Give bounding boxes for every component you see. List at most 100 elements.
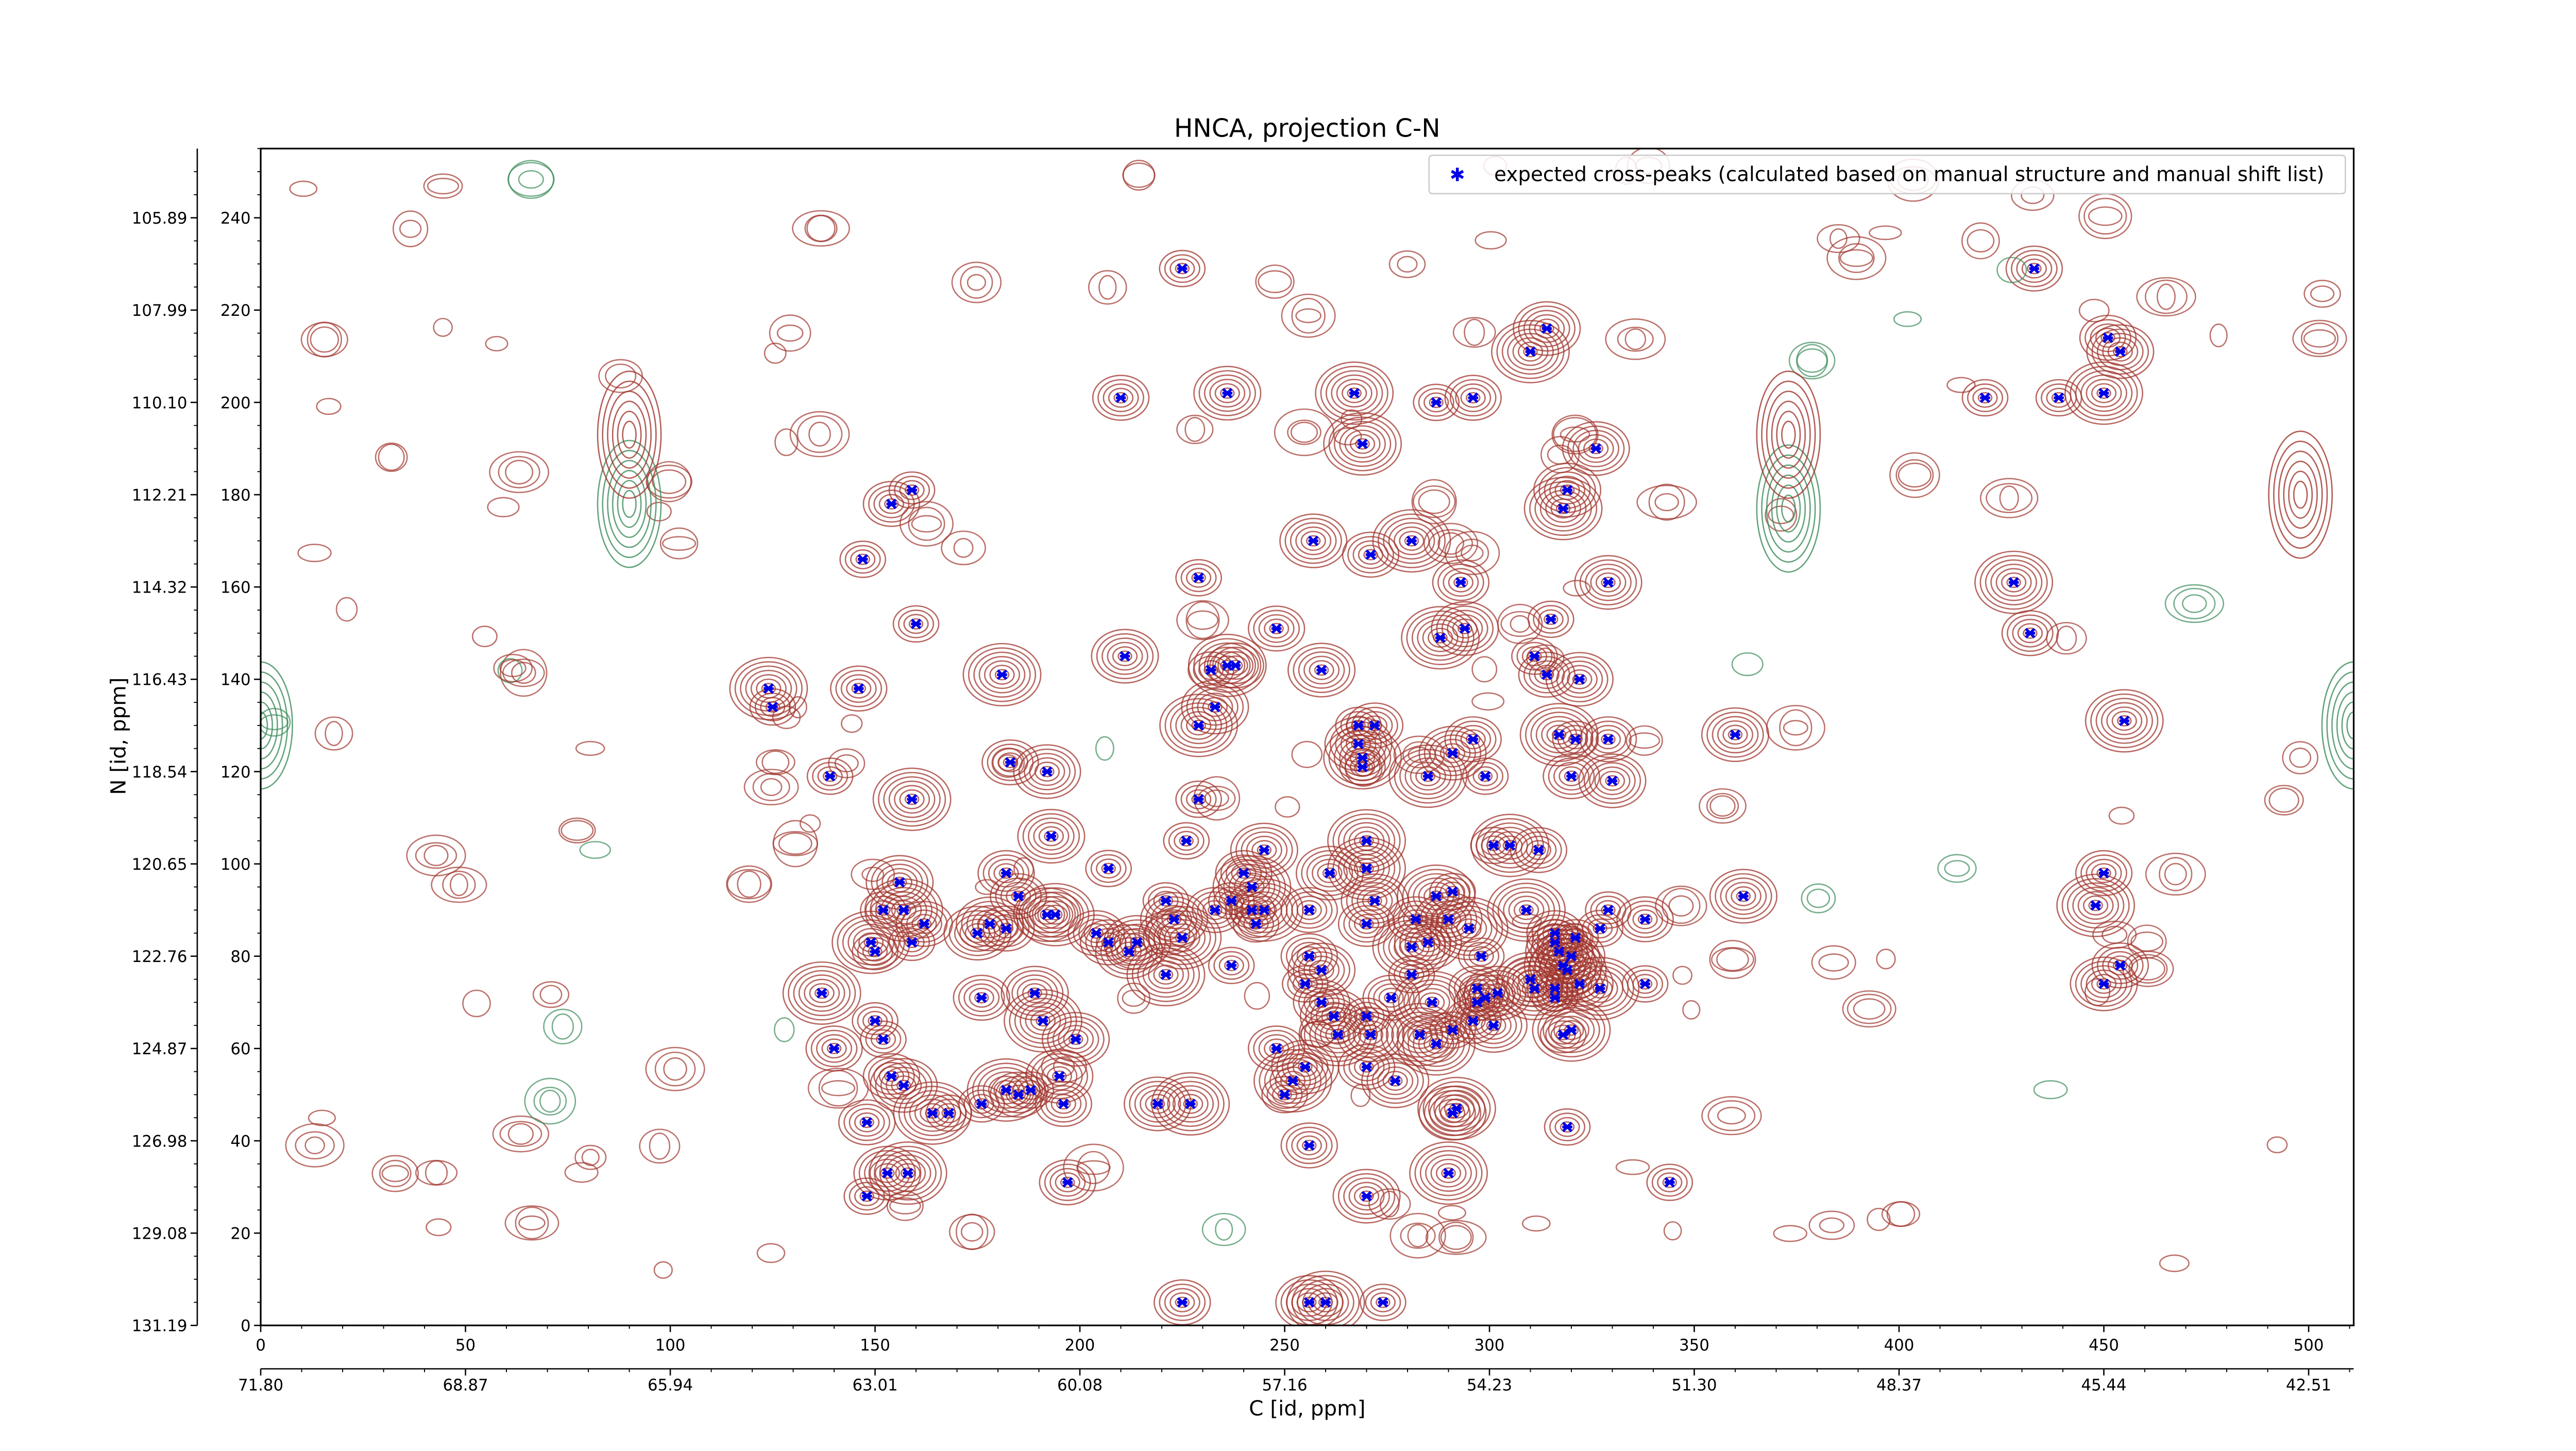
peak-contour [1370, 1292, 1396, 1312]
cross-peak-marker [1406, 941, 1417, 953]
noise-contour [1706, 792, 1739, 819]
peak-contour [1030, 1010, 1056, 1031]
cross-peak-marker [1353, 720, 1364, 731]
noise-contour [941, 530, 986, 565]
cross-peak-marker [1152, 1099, 1163, 1109]
noise-contour [1258, 270, 1292, 293]
cross-peak-marker [1185, 1099, 1196, 1109]
peak-contour [990, 1071, 1047, 1118]
cross-peak-marker [1447, 748, 1458, 758]
cross-peak-marker [1168, 914, 1180, 925]
peak-contour [857, 1006, 893, 1035]
peak-contour [812, 762, 849, 791]
peak-contour [1377, 1066, 1414, 1095]
peak-contour [1657, 1172, 1683, 1193]
x-ppm-tick-label: 42.51 [2286, 1376, 2331, 1395]
y-ppm-tick-label: 107.99 [132, 301, 188, 320]
peak-contour [1284, 517, 1342, 564]
peak-contour [1538, 609, 1564, 630]
peak-contour [1126, 943, 1206, 1007]
noise-contour [1389, 1212, 1446, 1259]
peak-contour [849, 1182, 885, 1211]
peak-contour [1387, 1075, 1403, 1087]
noise-contour [1655, 885, 1707, 926]
peak-contour [1180, 563, 1217, 593]
noise-contour [1255, 264, 1295, 299]
cross-peak-marker [1570, 932, 1581, 943]
noise-contour [2145, 279, 2188, 314]
peak-contour [1529, 481, 1598, 536]
peak-contour [1532, 998, 1611, 1062]
x-tick-label: 400 [1884, 1336, 1914, 1355]
peak-contour [1178, 1093, 1204, 1114]
peak-contour [1601, 733, 1616, 745]
noise-contour [2289, 747, 2312, 768]
peak-contour [1108, 387, 1134, 408]
peak-contour [1432, 559, 1490, 605]
peak-contour [1404, 535, 1419, 547]
peak-contour [1353, 858, 1380, 879]
noise-contour [2131, 957, 2165, 981]
noise-contour [726, 865, 772, 903]
peak-contour [2021, 258, 2047, 279]
noise-contour [776, 324, 804, 342]
noise-contour [316, 398, 342, 415]
y-ppm-axis: 131.19 129.08 126.98 124.87 122.76 120.65 118.… [132, 148, 198, 1336]
peak-contour [1317, 863, 1343, 883]
peak-contour [1030, 1053, 1088, 1100]
noise-contour [1418, 489, 1450, 514]
peak-contour [1298, 978, 1313, 990]
lobe-contour [1756, 370, 1821, 499]
cross-peak-marker [1025, 1085, 1036, 1095]
cross-peak-marker [1447, 886, 1458, 897]
peak-contour [798, 974, 845, 1012]
lobe-contour [607, 460, 652, 548]
peak-contour [1594, 766, 1631, 796]
peak-contour [1383, 992, 1399, 1004]
peak-contour [1420, 770, 1436, 782]
peak-contour [854, 1112, 880, 1133]
noise-contour [1563, 580, 1591, 597]
peak-contour [1131, 947, 1200, 1002]
peak-contour [1731, 886, 1756, 906]
cross-peak-marker [2053, 392, 2064, 403]
peak-contour [1508, 896, 1545, 925]
x-tick-label: 350 [1679, 1336, 1709, 1355]
peak-contour [1535, 716, 1583, 754]
peak-contour [1137, 951, 1195, 998]
peak-contour [943, 905, 1012, 961]
cross-peak-marker [1447, 1024, 1458, 1036]
noise-contour [807, 1068, 869, 1109]
lobe-contour [617, 480, 642, 528]
peak-contour [1444, 1098, 1470, 1119]
peak-contour [1556, 661, 1603, 698]
peak-contour [1248, 918, 1264, 930]
cross-peak-marker [1451, 1103, 1462, 1114]
peak-contour [1447, 614, 1483, 643]
noise-contour [948, 1214, 995, 1250]
peak-contour [1344, 429, 1381, 459]
peak-contour [1343, 1177, 1390, 1215]
lobe-contour [2336, 691, 2354, 760]
noise-contour [1999, 485, 2019, 511]
peak-contour [1193, 655, 1229, 685]
noise-contour [1425, 1220, 1487, 1255]
peak-contour [925, 1094, 972, 1132]
peak-contour [2095, 698, 2154, 744]
legend-label: expected cross-peaks (calculated based o… [1494, 163, 2324, 186]
noise-contour [663, 1057, 687, 1081]
noise-contour [2102, 925, 2128, 944]
noise-contour [2078, 298, 2110, 323]
noise-contour [2092, 920, 2137, 949]
peak-contour [968, 647, 1037, 702]
cross-peak-marker [1038, 1015, 1048, 1026]
noise-contour [1345, 750, 1383, 787]
cross-peak-marker [1595, 983, 1605, 994]
cross-peak-marker [1607, 775, 1618, 786]
lobe-contour [2321, 661, 2354, 790]
peak-contour [750, 674, 787, 703]
noise-contour [558, 817, 596, 843]
noise-contour [1829, 228, 1848, 249]
peak-contour [2096, 387, 2111, 399]
peak-contour [1553, 762, 1590, 791]
